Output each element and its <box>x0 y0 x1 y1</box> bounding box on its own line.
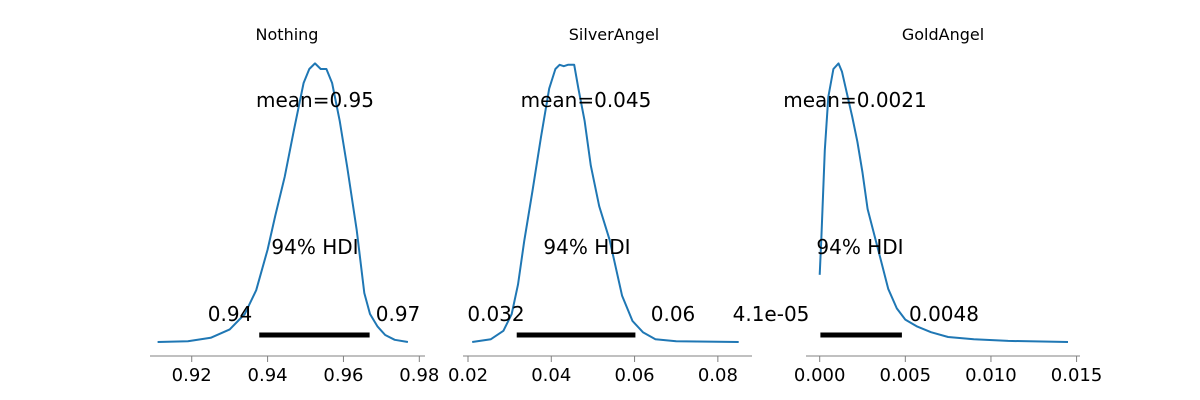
x-tick-label: 0.02 <box>448 365 488 386</box>
hdi-high-label: 0.0048 <box>909 302 979 326</box>
mean-label: mean=0.95 <box>256 88 374 112</box>
panel-title: SilverAngel <box>569 25 659 44</box>
x-tick-label: 0.08 <box>698 365 738 386</box>
x-tick-label: 0.000 <box>794 365 846 386</box>
x-tick-label: 0.94 <box>248 365 288 386</box>
mean-label: mean=0.045 <box>521 88 652 112</box>
x-tick-label: 0.92 <box>172 365 212 386</box>
hdi-low-label: 4.1e-05 <box>733 302 810 326</box>
hdi-low-label: 0.032 <box>467 302 524 326</box>
hdi-high-label: 0.97 <box>376 302 421 326</box>
hdi-label: 94% HDI <box>543 235 630 259</box>
x-tick-label: 0.06 <box>615 365 655 386</box>
x-tick-label: 0.010 <box>965 365 1017 386</box>
density-line-goldangel <box>818 62 1069 343</box>
x-tick-label: 0.98 <box>399 365 439 386</box>
panel-title: Nothing <box>256 25 319 44</box>
x-tick-label: 0.96 <box>323 365 363 386</box>
density-line-silverangel <box>472 63 739 343</box>
density-line-nothing <box>157 62 409 343</box>
hdi-high-label: 0.06 <box>651 302 696 326</box>
hdi-label: 94% HDI <box>816 235 903 259</box>
hdi-label: 94% HDI <box>271 235 358 259</box>
x-tick-label: 0.005 <box>880 365 932 386</box>
hdi-low-label: 0.94 <box>208 302 253 326</box>
panel-title: GoldAngel <box>902 25 984 44</box>
x-tick-label: 0.04 <box>531 365 571 386</box>
mean-label: mean=0.0021 <box>783 88 926 112</box>
x-tick-label: 0.015 <box>1051 365 1103 386</box>
